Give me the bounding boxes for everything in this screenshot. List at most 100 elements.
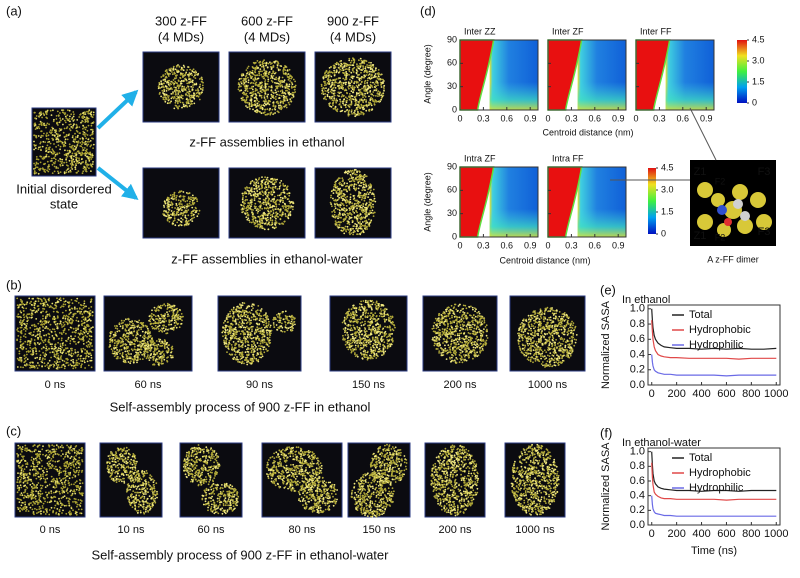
particle [348,81,350,83]
particle [86,126,88,128]
particle [260,88,262,90]
particle [51,343,53,345]
particle [49,352,51,354]
particle [255,101,257,103]
particle [362,101,364,103]
particle [254,223,256,225]
particle [42,310,44,312]
particle [183,80,185,82]
particle [257,211,259,213]
particle [25,357,27,359]
particle [36,353,38,355]
particle [372,86,374,88]
particle [71,352,73,354]
particle [68,337,70,339]
particle [273,71,275,73]
particle [57,134,59,136]
particle [71,167,73,169]
particle [253,91,255,93]
particle [43,323,45,325]
particle [334,205,336,207]
particle [84,111,86,113]
particle [53,308,55,310]
particle [369,99,371,101]
particle [367,67,369,69]
particle [194,202,196,204]
particle [253,191,255,193]
particle [242,195,244,197]
particle [56,368,58,370]
particle [248,190,250,192]
particle [381,97,383,99]
particle [38,127,40,129]
particle [246,102,248,104]
particle [337,85,339,87]
particle [35,166,37,168]
particle [274,215,276,217]
particle [327,82,329,84]
particle [258,101,260,103]
particle [357,109,359,111]
particle [324,90,326,92]
particle [265,182,267,184]
particle [82,305,84,307]
particle [255,84,257,86]
particle [260,74,262,76]
particle [272,219,274,221]
particle [257,212,259,214]
particle [43,335,45,337]
particle [248,82,250,84]
particle [61,365,63,367]
particle [37,337,39,339]
particle [374,104,376,106]
particle [29,327,31,329]
particle [252,215,254,217]
particle [241,75,243,77]
particle [375,68,377,70]
particle [370,205,372,207]
particle [325,84,327,86]
particle [356,82,358,84]
particle [271,86,273,88]
particle [349,93,351,95]
particle [344,182,346,184]
particle [243,94,245,96]
particle [76,317,78,319]
particle [64,141,66,143]
particle [175,102,177,104]
particle [57,361,59,363]
particle [346,92,348,94]
particle [351,60,353,62]
particle [261,176,263,178]
particle [277,101,279,103]
particle [137,333,139,335]
particle [263,68,265,70]
particle [261,218,263,220]
particle [333,95,335,97]
particle [88,344,90,346]
particle [292,209,294,211]
particle [88,167,90,169]
particle [54,353,56,355]
particle [353,185,355,187]
particle [170,87,172,89]
particle [281,95,283,97]
particle [257,196,259,198]
particle [132,335,134,337]
particle [32,362,34,364]
particle [35,124,37,126]
particle [272,109,274,111]
particle [24,358,26,360]
particle [353,195,355,197]
particle [89,360,91,362]
particle [165,210,167,212]
particle [125,334,127,336]
particle [330,197,332,199]
particle [288,92,290,94]
particle [90,140,92,142]
particle [348,58,350,60]
particle [44,141,46,143]
particle [46,311,48,313]
particle [245,79,247,81]
